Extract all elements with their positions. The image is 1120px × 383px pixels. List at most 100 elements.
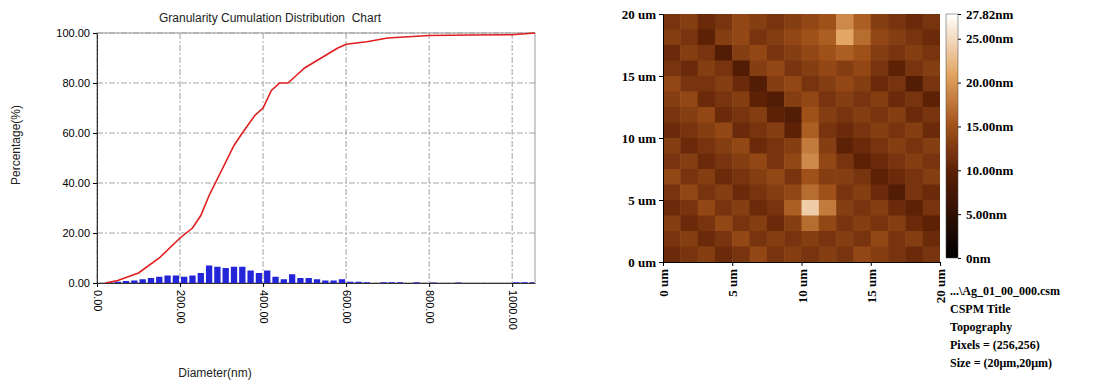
- heatmap-cell: [784, 169, 802, 185]
- histogram-bar: [422, 283, 428, 284]
- histogram-bar: [530, 282, 534, 283]
- canvas: 0.00200.00400.00600.00800.001000.000.002…: [0, 0, 1120, 383]
- heatmap-cell: [802, 92, 820, 108]
- heatmap-cell: [871, 138, 889, 154]
- heatmap-cell: [680, 231, 698, 247]
- tick-label: 20.00nm: [966, 75, 1013, 90]
- histogram-bar: [414, 282, 420, 283]
- heatmap-cell: [905, 92, 923, 108]
- heatmap-cell: [680, 92, 698, 108]
- annotation: CSPM Title: [950, 302, 1011, 316]
- grid-line: [512, 33, 513, 283]
- heatmap-cell: [802, 123, 820, 139]
- histogram-bar: [281, 279, 287, 283]
- heatmap-cell: [923, 247, 940, 263]
- heatmap-cell: [923, 216, 940, 232]
- heatmap-cell: [663, 216, 681, 232]
- heatmap-cell: [732, 123, 750, 139]
- heatmap-cell: [888, 61, 906, 77]
- histogram-bar: [189, 276, 195, 284]
- tick-mark: [958, 214, 961, 215]
- tick-label: 10 um: [622, 131, 656, 146]
- heatmap-cell: [698, 14, 716, 30]
- heatmap-cell: [819, 185, 837, 201]
- histogram-bar: [98, 283, 104, 284]
- tick: 20.00nm: [958, 75, 1013, 90]
- tick-mark: [659, 262, 663, 263]
- heatmap-cell: [715, 30, 733, 46]
- heatmap-cell: [888, 216, 906, 232]
- heatmap-cell: [698, 30, 716, 46]
- tick-label: 0nm: [966, 251, 991, 266]
- histogram-bar: [472, 283, 478, 284]
- heatmap-cell: [923, 185, 940, 201]
- heatmap-cell: [853, 138, 871, 154]
- heatmap-cell: [836, 92, 854, 108]
- tick-label: 20 um: [622, 7, 656, 22]
- heatmap-cell: [698, 247, 716, 263]
- heatmap-cell: [871, 14, 889, 30]
- tick-label: 800.00: [424, 290, 436, 324]
- tick-label: 40.00: [62, 177, 90, 189]
- heatmap-cell: [819, 45, 837, 61]
- heatmap-cell: [732, 200, 750, 216]
- heatmap-cell: [802, 185, 820, 201]
- histogram-bar: [297, 278, 303, 283]
- tick-label: 5 um: [725, 269, 740, 297]
- topography-chart: 0 um5 um10 um15 um20 um0 um5 um10 um15 u…: [622, 7, 1060, 370]
- histogram-bar: [480, 283, 486, 284]
- y-axis-title: Percentage(%): [9, 105, 23, 185]
- tick-label: 80.00: [62, 77, 90, 89]
- tick-label: 600.00: [341, 290, 353, 324]
- heatmap-cell: [732, 76, 750, 92]
- tick-mark: [346, 283, 347, 287]
- heatmap-cell: [750, 247, 768, 263]
- heatmap-cell: [715, 61, 733, 77]
- heatmap-cell: [853, 169, 871, 185]
- heatmap-cell: [871, 45, 889, 61]
- heatmap-cell: [698, 61, 716, 77]
- tick: 400.00: [258, 283, 270, 324]
- heatmap-cell: [767, 61, 785, 77]
- histogram-bar: [339, 279, 345, 283]
- heatmap-cell: [767, 107, 785, 123]
- heatmap-cell: [784, 107, 802, 123]
- x-axis: 0.00200.00400.00600.00800.001000.00: [92, 283, 536, 330]
- histogram-bar: [306, 278, 312, 283]
- heatmap-cell: [732, 216, 750, 232]
- heatmap-cell: [888, 107, 906, 123]
- heatmap-cell: [888, 30, 906, 46]
- grid-line: [97, 183, 535, 184]
- y-axis: 0.0020.0040.0060.0080.00100.00: [56, 27, 97, 289]
- heatmap-cell: [923, 169, 940, 185]
- heatmap-cell: [802, 61, 820, 77]
- heatmap-cell: [923, 92, 940, 108]
- histogram-bar: [164, 276, 170, 284]
- tick: 27.82nm: [958, 7, 1013, 22]
- tick-mark: [93, 183, 97, 184]
- tick: 20 um: [933, 262, 948, 303]
- heatmap-cell: [784, 30, 802, 46]
- heatmap-cell: [836, 14, 854, 30]
- histogram-bar: [148, 278, 154, 283]
- heatmap-cell: [905, 169, 923, 185]
- heatmap-cell: [819, 107, 837, 123]
- heatmap-cell: [750, 231, 768, 247]
- heatmap-cell: [888, 138, 906, 154]
- heatmap-cell: [853, 61, 871, 77]
- heatmap-cell: [698, 231, 716, 247]
- heatmap-cell: [698, 216, 716, 232]
- x-axis-line: [98, 283, 536, 284]
- histogram-bar: [156, 277, 162, 283]
- heatmap-cell: [715, 231, 733, 247]
- heatmap-cell: [923, 138, 940, 154]
- heatmap-cell: [819, 123, 837, 139]
- heatmap-cell: [732, 169, 750, 185]
- tick-label: 0.00: [92, 290, 104, 311]
- tick: 5.00nm: [958, 207, 1007, 222]
- heatmap-cell: [853, 154, 871, 170]
- histogram-bar: [289, 274, 295, 283]
- heatmap-cell: [698, 107, 716, 123]
- heatmap-cell: [905, 231, 923, 247]
- histogram-bar: [256, 273, 262, 283]
